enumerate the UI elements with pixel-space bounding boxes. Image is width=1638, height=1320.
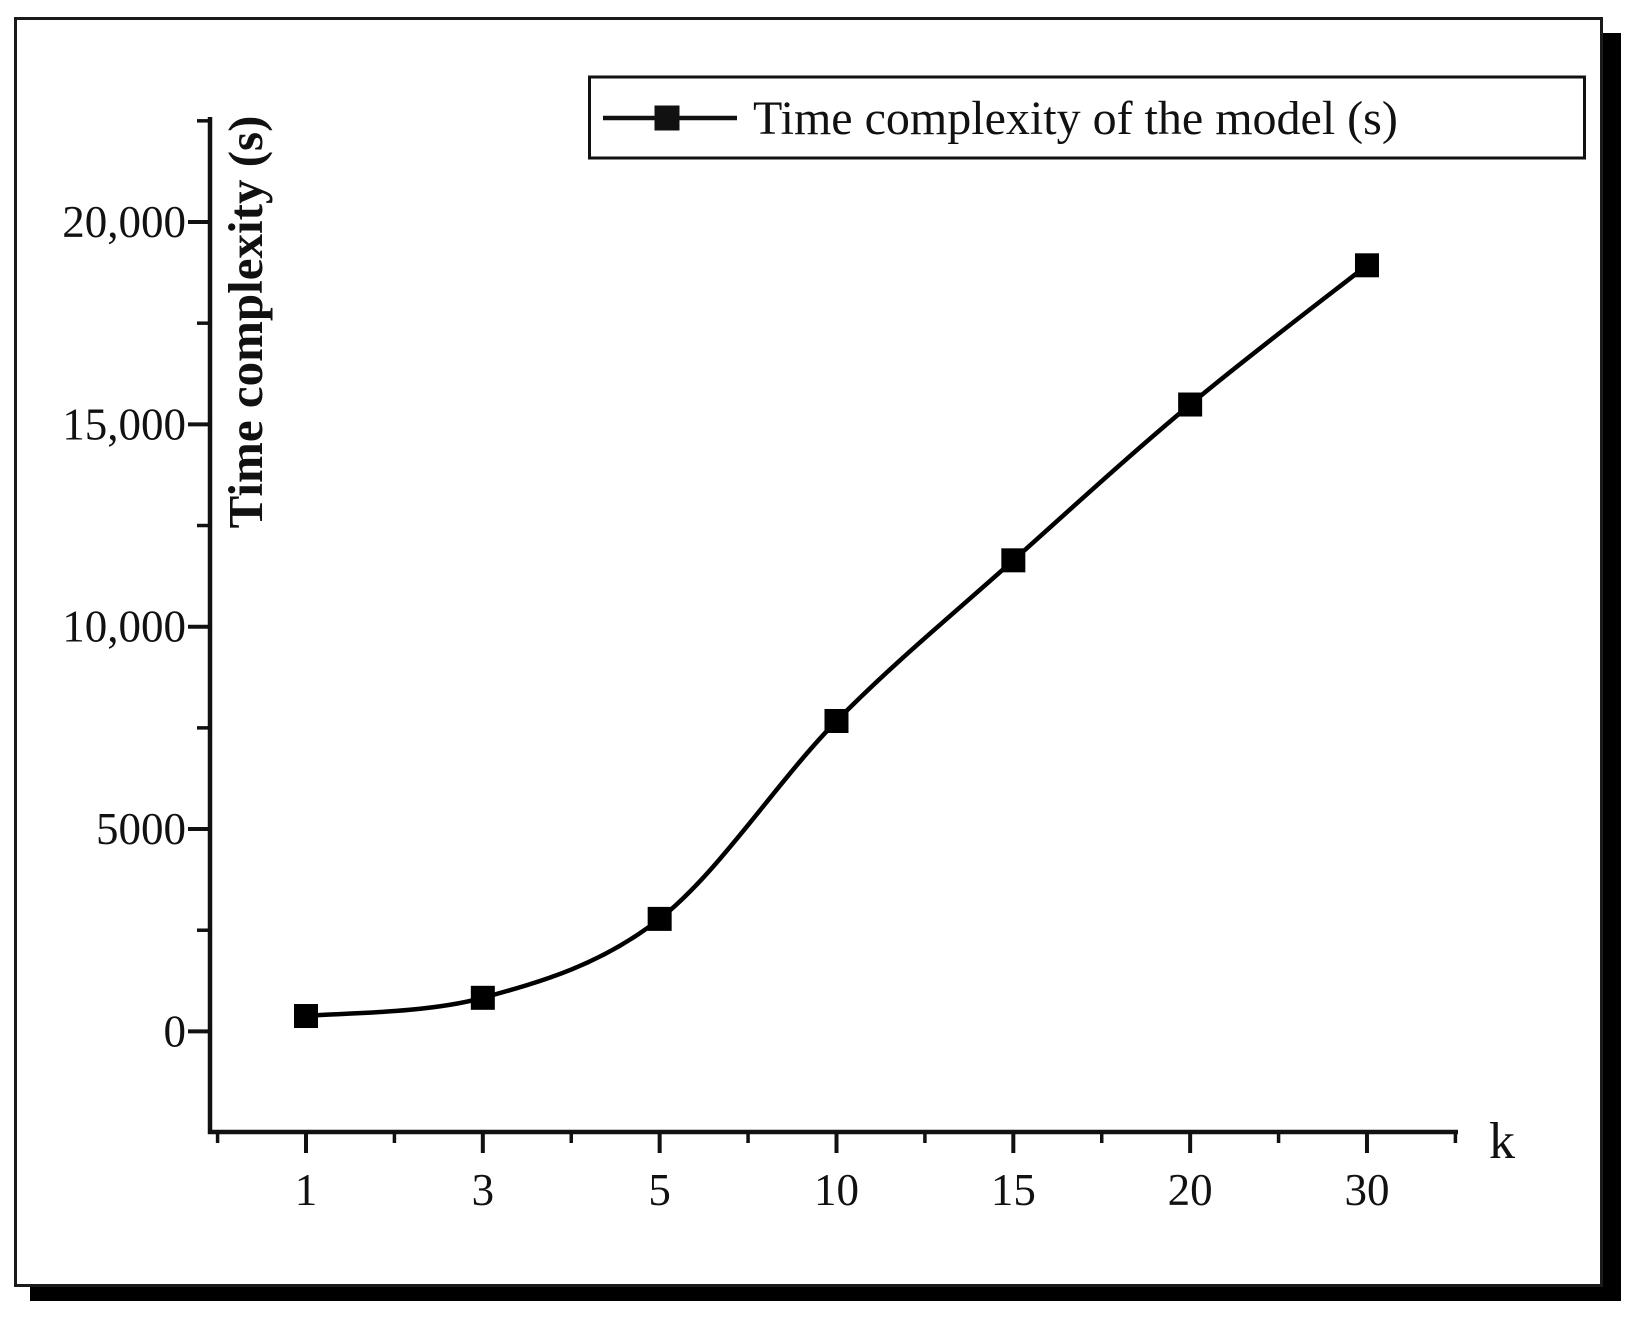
y-tick-label: 0 [164,1006,187,1056]
x-axis-title: k [1489,1113,1515,1170]
y-tick-label: 5000 [96,804,186,854]
series-line [294,253,1379,1029]
data-point-marker [470,985,495,1010]
data-point-marker [1001,548,1026,573]
x-tick-label: 15 [991,1165,1036,1215]
legend: Time complexity of the model (s) [588,75,1586,160]
series-curve [305,263,1369,1019]
data-point-marker [1354,253,1379,278]
y-tick-label: 10,000 [62,602,186,652]
x-tick-label: 5 [648,1165,671,1215]
y-tick-label: 15,000 [62,399,186,449]
x-tick-label: 20 [1168,1165,1213,1215]
x-tick-label: 30 [1344,1165,1389,1215]
data-point-marker [294,1004,318,1029]
legend-label: Time complexity of the model (s) [753,92,1398,145]
legend-box [588,75,1586,160]
figure-frame [14,17,1603,1287]
data-point-marker [647,906,672,931]
x-tick-label: 1 [295,1165,318,1215]
data-point-marker [1178,392,1203,417]
y-axis-title: Time complexity (s) [218,116,273,529]
legend-sample-marker-icon [654,105,680,131]
x-tick-label: 3 [472,1165,495,1215]
y-tick-label: 20,000 [62,197,186,247]
x-tick-label: 10 [814,1165,859,1215]
data-point-marker [824,708,849,733]
axes: 0 5000 10,000 15,000 20,000 1 3 5 10 15 20 30 [62,117,1458,1215]
